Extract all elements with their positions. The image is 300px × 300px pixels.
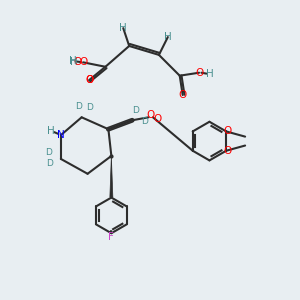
Text: D: D bbox=[141, 117, 148, 126]
Text: O: O bbox=[79, 57, 87, 67]
Text: D: D bbox=[46, 159, 53, 168]
Text: F: F bbox=[108, 232, 114, 242]
Text: D: D bbox=[75, 102, 82, 111]
Text: O: O bbox=[153, 114, 162, 124]
Text: H: H bbox=[206, 69, 213, 79]
Text: H: H bbox=[164, 32, 172, 42]
Text: O: O bbox=[85, 75, 93, 85]
Text: D: D bbox=[46, 148, 52, 158]
Text: O: O bbox=[74, 57, 82, 67]
Text: H: H bbox=[69, 56, 76, 66]
Text: O: O bbox=[147, 110, 155, 120]
Text: H: H bbox=[70, 57, 78, 67]
Text: H: H bbox=[119, 23, 127, 33]
Text: O: O bbox=[85, 75, 93, 85]
Text: O: O bbox=[195, 68, 203, 78]
Polygon shape bbox=[110, 156, 113, 197]
Text: O: O bbox=[224, 146, 232, 156]
Text: D: D bbox=[85, 103, 92, 112]
Text: N: N bbox=[57, 130, 65, 140]
Text: O: O bbox=[224, 126, 232, 136]
Text: H: H bbox=[46, 126, 54, 136]
Text: D: D bbox=[132, 106, 139, 115]
Text: O: O bbox=[178, 90, 187, 100]
